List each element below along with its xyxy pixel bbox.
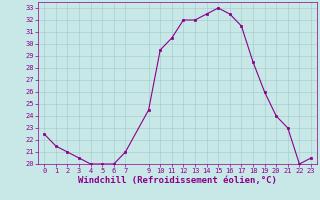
X-axis label: Windchill (Refroidissement éolien,°C): Windchill (Refroidissement éolien,°C) [78,176,277,185]
